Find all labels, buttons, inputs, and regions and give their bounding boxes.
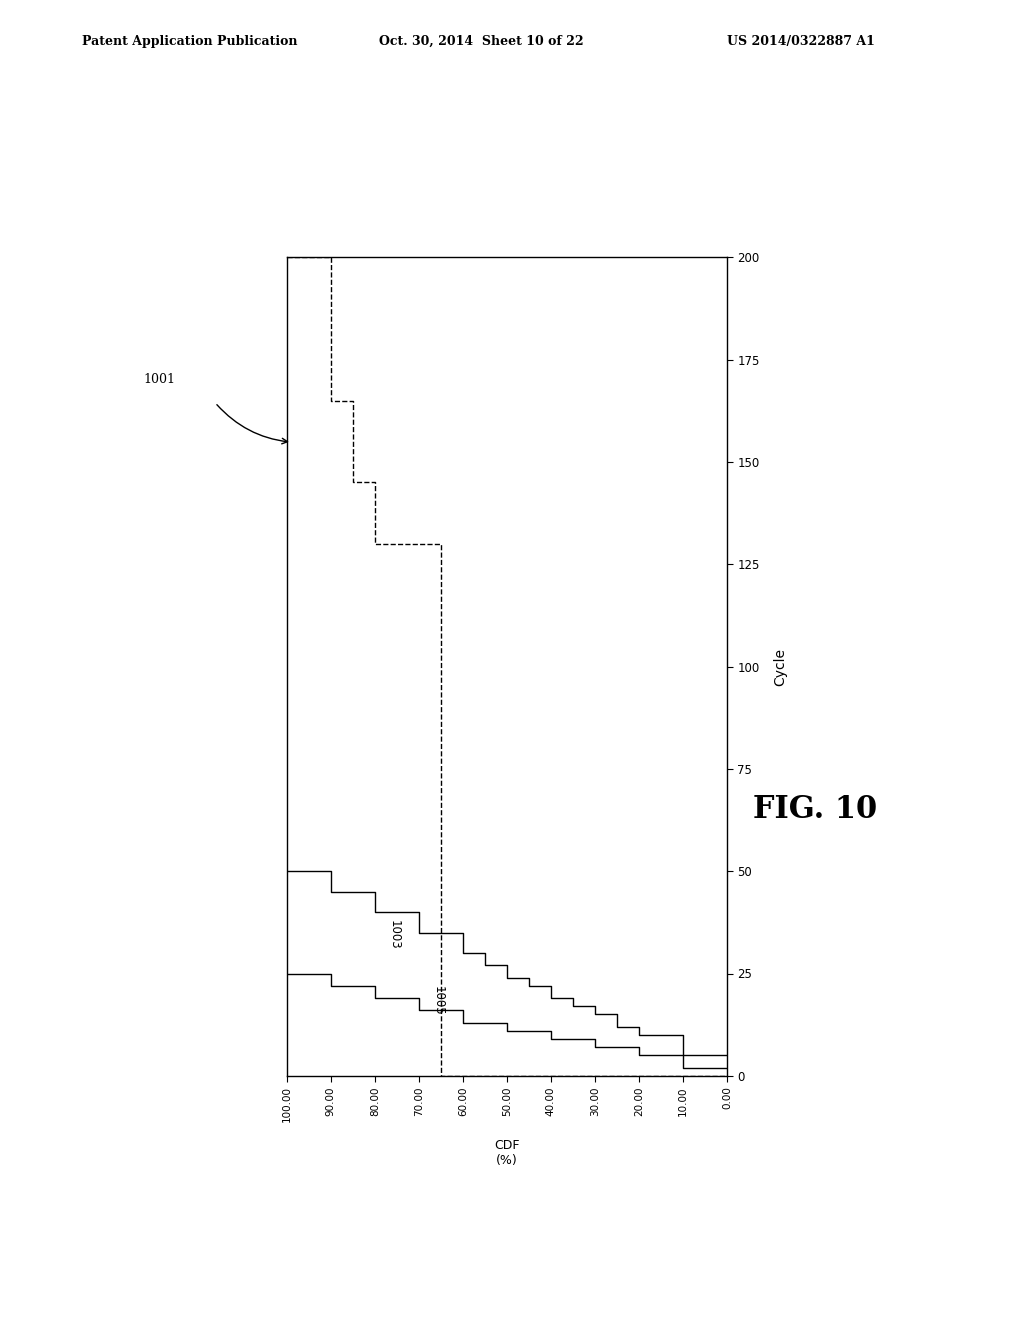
Text: 1005: 1005	[432, 986, 445, 1015]
Text: Oct. 30, 2014  Sheet 10 of 22: Oct. 30, 2014 Sheet 10 of 22	[379, 34, 584, 48]
Y-axis label: Cycle: Cycle	[774, 648, 787, 685]
Text: 1001: 1001	[143, 372, 175, 385]
Text: 1003: 1003	[388, 920, 401, 950]
Text: Patent Application Publication: Patent Application Publication	[82, 34, 297, 48]
Text: US 2014/0322887 A1: US 2014/0322887 A1	[727, 34, 874, 48]
X-axis label: CDF
(%): CDF (%)	[495, 1139, 519, 1167]
Text: FIG. 10: FIG. 10	[753, 795, 877, 825]
